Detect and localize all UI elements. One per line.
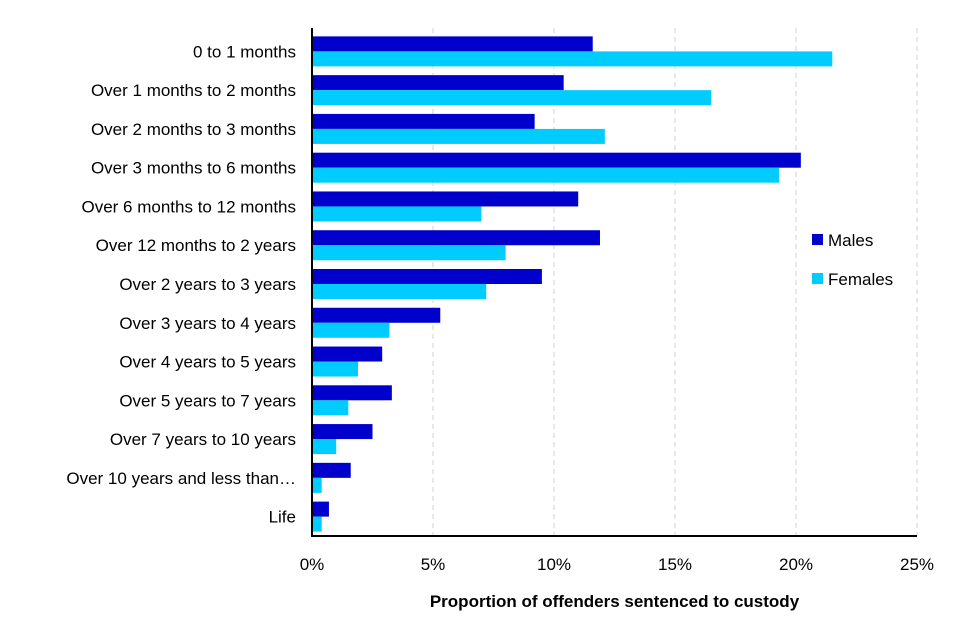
bar-females-11 bbox=[312, 477, 322, 493]
legend-label-females: Females bbox=[828, 270, 893, 289]
x-tick-label: 0% bbox=[300, 555, 325, 574]
x-tick-label: 5% bbox=[421, 555, 446, 574]
gridlines bbox=[432, 28, 918, 536]
bar-females-5 bbox=[312, 245, 506, 261]
category-label: Over 12 months to 2 years bbox=[96, 236, 296, 255]
bar-males-6 bbox=[312, 269, 542, 284]
legend-swatch-females bbox=[812, 273, 823, 284]
bar-males-8 bbox=[312, 346, 383, 362]
category-label: Over 6 months to 12 months bbox=[82, 197, 297, 216]
bar-males-10 bbox=[312, 424, 373, 440]
bar-females-2 bbox=[312, 128, 605, 144]
category-label: Over 1 months to 2 months bbox=[91, 81, 296, 100]
x-axis-title: Proportion of offenders sentenced to cus… bbox=[430, 592, 800, 611]
x-tick-label: 20% bbox=[779, 555, 813, 574]
bar-males-5 bbox=[312, 230, 600, 246]
bar-males-12 bbox=[312, 501, 329, 517]
bar-males-9 bbox=[312, 385, 392, 401]
bar-females-3 bbox=[312, 167, 780, 183]
category-label: Over 3 months to 6 months bbox=[91, 159, 296, 178]
bar-males-3 bbox=[312, 152, 801, 168]
bar-males-2 bbox=[312, 113, 535, 129]
bar-males-1 bbox=[312, 75, 564, 91]
x-tick-labels: 0% 5% 10% 15% 20% 25% bbox=[300, 555, 934, 574]
category-label: Over 10 years and less than… bbox=[66, 469, 296, 488]
bar-males-7 bbox=[312, 307, 441, 323]
bar-males-4 bbox=[312, 191, 579, 207]
category-label: 0 to 1 months bbox=[193, 42, 296, 61]
bar-females-7 bbox=[312, 322, 390, 338]
legend-label-males: Males bbox=[828, 231, 873, 250]
category-label: Over 2 months to 3 months bbox=[91, 120, 296, 139]
bar-females-0 bbox=[312, 51, 833, 67]
bar-males-0 bbox=[312, 36, 593, 52]
category-labels: 0 to 1 months Over 1 months to 2 months Ov… bbox=[66, 42, 296, 526]
category-label: Over 2 years to 3 years bbox=[119, 275, 296, 294]
bar-males-11 bbox=[312, 462, 351, 478]
category-label: Over 3 years to 4 years bbox=[119, 314, 296, 333]
legend-swatch-males bbox=[812, 234, 823, 245]
bar-females-9 bbox=[312, 400, 349, 416]
x-tick-label: 25% bbox=[900, 555, 934, 574]
category-label: Over 7 years to 10 years bbox=[110, 430, 296, 449]
bars bbox=[312, 36, 833, 532]
bar-females-4 bbox=[312, 206, 482, 222]
bar-females-1 bbox=[312, 90, 712, 106]
x-tick-label: 10% bbox=[537, 555, 571, 574]
category-label: Over 4 years to 5 years bbox=[119, 353, 296, 372]
bar-females-6 bbox=[312, 284, 487, 299]
bar-females-12 bbox=[312, 516, 322, 532]
bar-females-8 bbox=[312, 361, 358, 377]
legend: Males Females bbox=[812, 231, 893, 289]
category-label: Life bbox=[269, 508, 296, 527]
bar-females-10 bbox=[312, 439, 337, 455]
x-tick-label: 15% bbox=[658, 555, 692, 574]
category-label: Over 5 years to 7 years bbox=[119, 391, 296, 410]
